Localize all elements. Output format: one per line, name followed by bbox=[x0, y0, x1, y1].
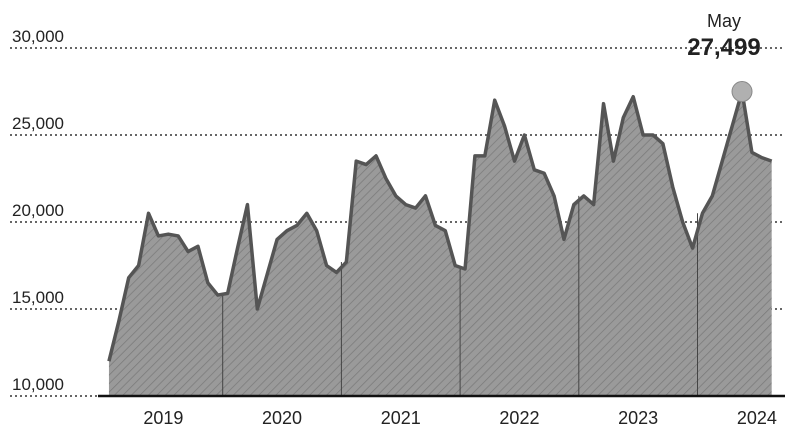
annotation-label: May bbox=[707, 11, 741, 31]
y-tick-label: 15,000 bbox=[12, 288, 64, 307]
x-tick-label: 2020 bbox=[262, 408, 302, 428]
x-tick-label: 2022 bbox=[499, 408, 539, 428]
x-tick-label: 2023 bbox=[618, 408, 658, 428]
highlight-dot bbox=[731, 81, 753, 103]
x-tick-label: 2021 bbox=[381, 408, 421, 428]
y-tick-label: 10,000 bbox=[12, 375, 64, 394]
value-label: 27,499 bbox=[687, 34, 760, 61]
y-tick-label: 20,000 bbox=[12, 201, 64, 220]
x-tick-label: 2019 bbox=[143, 408, 183, 428]
y-tick-label: 25,000 bbox=[12, 114, 64, 133]
area-fill bbox=[108, 91, 772, 397]
line bbox=[107, 89, 773, 362]
y-tick-label: 30,000 bbox=[12, 27, 64, 46]
x-tick-label: 2024 bbox=[737, 408, 777, 428]
